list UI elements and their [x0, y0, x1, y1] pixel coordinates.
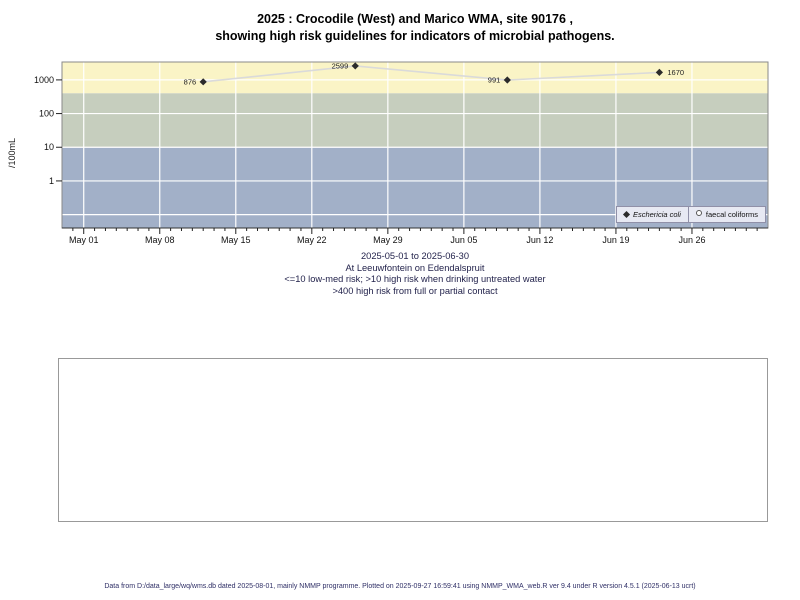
caption-risk-drinking: <=10 low-med risk; >10 high risk when dr…	[284, 274, 546, 284]
x-tick-label: May 22	[297, 235, 327, 245]
data-point-label: 876	[184, 77, 197, 86]
caption-site: At Leeuwfontein on Edendalspruit	[345, 262, 485, 273]
x-tick-label: Jun 26	[678, 235, 705, 245]
legend-label-escherichia-coli: Eschericia coli	[632, 210, 681, 219]
data-point-marker	[351, 62, 359, 70]
filled-diamond-icon	[622, 210, 630, 219]
legend-label-faecal-coliforms: faecal coliforms	[705, 210, 758, 219]
chart-title: 2025 : Crocodile (West) and Marico WMA, …	[15, 11, 800, 45]
plot-svg: May 01 May 08 May 15 May 22 May 29 Jun 05 Jun …	[34, 61, 769, 245]
y-tick-label: 10	[44, 142, 54, 152]
data-point-marker	[503, 76, 511, 84]
notes-panel	[58, 358, 768, 522]
chart-caption: 2025-05-01 to 2025-06-30 At Leeuwfontein…	[15, 251, 800, 297]
chart-title-line2: showing high risk guidelines for indicat…	[215, 29, 615, 43]
data-point-marker	[199, 78, 207, 86]
series-line	[203, 65, 660, 83]
caption-date-range: 2025-05-01 to 2025-06-30	[360, 251, 470, 261]
x-tick-label: May 01	[69, 235, 99, 245]
footer-note: Data from D:/data_large/wq/wms.db dated …	[104, 583, 696, 590]
open-circle-icon	[695, 209, 702, 216]
y-tick-label: 100	[39, 109, 54, 119]
data-point-label: 1670	[667, 68, 684, 77]
chart-title-line1: 2025 : Crocodile (West) and Marico WMA, …	[257, 12, 573, 26]
risk-band	[62, 93, 768, 148]
x-tick-label: Jun 19	[602, 235, 629, 245]
y-tick-label: 1000	[34, 75, 54, 85]
data-point-label: 991	[488, 76, 501, 85]
chart-legend: Eschericia coli faecal coliforms	[615, 206, 766, 223]
x-tick-label: May 08	[145, 235, 175, 245]
x-tick-label: May 15	[221, 235, 251, 245]
y-tick-label: 1	[49, 176, 54, 186]
data-point-label: 2599	[332, 61, 349, 70]
legend-item-escherichia-coli: Eschericia coli	[615, 206, 689, 223]
x-tick-label: Jun 05	[450, 235, 477, 245]
risk-band	[62, 62, 768, 94]
legend-item-faecal-coliforms: faecal coliforms	[687, 206, 766, 223]
caption-risk-contact: >400 high risk from full or partial cont…	[332, 285, 498, 296]
data-point-marker	[655, 68, 663, 76]
x-tick-label: Jun 12	[526, 235, 553, 245]
x-tick-label: May 29	[373, 235, 403, 245]
